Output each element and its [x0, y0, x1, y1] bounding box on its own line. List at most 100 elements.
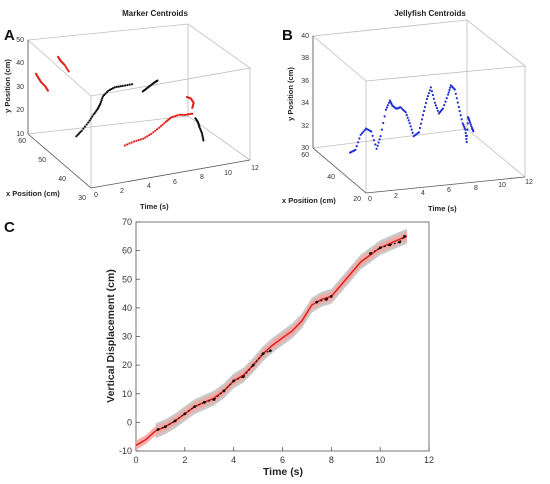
- chart-b-series-0-point: [465, 140, 468, 144]
- chart-a-series-0-point: [117, 85, 120, 88]
- chart-b-series-0-point: [374, 143, 377, 146]
- chart-a-floor-back: [27, 115, 189, 135]
- chart-a-time-tick: 10: [224, 170, 232, 177]
- chart-a-y-label: y Position (cm): [3, 59, 12, 113]
- chart-c-y-ticks: -10 0 10 20 30 40 50 60 70: [119, 217, 140, 456]
- chart-b-time-tick: 6: [447, 187, 451, 194]
- chart-a-series-5-point: [191, 112, 194, 115]
- chart-b-series-0-point: [411, 131, 414, 134]
- chart-a-series-5-point: [184, 113, 187, 116]
- chart-b-x-ticks: 20 40 60: [301, 152, 361, 203]
- chart-a-series-2-point: [201, 132, 204, 135]
- chart-a-y-tick: 30: [16, 84, 24, 91]
- chart-a-series-5-point: [142, 137, 145, 140]
- chart-a-time-tick: 12: [251, 165, 259, 172]
- chart-b-series-0-point: [419, 122, 423, 125]
- chart-b-series-0-point: [399, 106, 402, 109]
- chart-c-series-black-segment: [262, 350, 271, 355]
- chart-a-series-0-point: [103, 93, 106, 97]
- chart-a-series-0-point: [124, 84, 127, 87]
- chart-a-time-axis: [90, 159, 251, 189]
- chart-a-series-3-point: [46, 89, 50, 92]
- chart-a-series-5-point: [189, 112, 192, 115]
- chart-a-series-0-point: [99, 102, 102, 105]
- chart-b-series-0-point: [375, 147, 378, 150]
- chart-b-series-0-point: [453, 88, 456, 91]
- chart-b-series-0-point: [435, 107, 438, 110]
- chart-b-series-0-point: [449, 86, 452, 89]
- chart-b-series-0-point: [470, 125, 473, 128]
- chart-a-series-0-point: [113, 86, 116, 89]
- chart-a-series-4-point: [67, 70, 70, 73]
- chart-a-x-label: x Position (cm): [6, 189, 60, 198]
- chart-b-series-0-point: [405, 113, 408, 117]
- chart-b-series-0-point: [385, 106, 388, 109]
- chart-a-series-5-point: [154, 129, 157, 132]
- chart-a-series-5-point: [123, 144, 126, 147]
- chart-b-floor-right: [466, 128, 526, 178]
- chart-b-series-0-point: [421, 114, 425, 117]
- chart-b-series-0-point: [472, 130, 475, 133]
- chart-b-series-0-point: [428, 89, 431, 92]
- chart-a-series-2-point: [202, 137, 205, 140]
- chart-b-time-tick: 4: [421, 190, 425, 197]
- chart-a-series-0-point: [115, 85, 118, 88]
- chart-c-x-tick-label: 10: [375, 455, 385, 465]
- chart-a-series-5-point: [170, 116, 173, 119]
- chart-b-series-0-point: [404, 111, 407, 114]
- chart-b-series-0-point: [441, 107, 444, 110]
- chart-b-x-tick: 60: [301, 152, 309, 159]
- chart-b-series-0-point: [362, 130, 365, 133]
- chart-b-y-tick: 32: [301, 123, 309, 130]
- chart-b-series-0-point: [459, 114, 462, 117]
- chart-b-series-0-point: [363, 129, 366, 132]
- chart-a-time-ticks: 0 2 4 6 8 10 12: [94, 165, 259, 199]
- chart-b-series-0-point: [469, 123, 472, 126]
- chart-b-series-0-point: [410, 128, 413, 131]
- chart-c-series-black-segment: [157, 426, 166, 431]
- chart-c-lines: [135, 234, 408, 446]
- chart-b-series-0-point: [434, 104, 437, 107]
- chart-a-series-2-point: [199, 127, 202, 130]
- chart-a-series-0-point: [128, 83, 131, 86]
- chart-b-series-0-point: [444, 100, 447, 103]
- chart-a-series-5-point: [161, 123, 164, 126]
- chart-c-series-black-segment: [380, 244, 391, 249]
- chart-c-series-black-segment: [316, 298, 327, 303]
- chart-a-series-0-point: [89, 117, 93, 120]
- chart-a-series-4-point: [64, 65, 67, 68]
- chart-b-series-0-point: [360, 132, 364, 135]
- chart-b-series-0-point: [454, 92, 457, 95]
- chart-c-series-black-segment: [389, 241, 400, 246]
- chart-c-series-black-segment: [399, 235, 406, 243]
- chart-a-series-0-point: [99, 101, 102, 104]
- chart-a-series-5-point: [187, 113, 191, 116]
- chart-b-series-0-point: [455, 97, 458, 100]
- chart-b-series-0-point: [430, 90, 433, 93]
- chart-c-y-tick-label: 30: [122, 332, 132, 342]
- panel-b: B Jellyfish Centroids 0 2 4 6 8 10 12 20…: [282, 9, 533, 213]
- chart-c-y-tick-label: 60: [122, 246, 132, 256]
- chart-a-series-5-point: [172, 115, 175, 118]
- chart-b-series-0-point: [358, 137, 361, 140]
- chart-b-x-tick: 20: [353, 196, 361, 203]
- chart-a-left-wall: [27, 39, 92, 189]
- chart-b-series-0-point: [383, 115, 386, 118]
- chart-b-series-0-point: [436, 109, 439, 112]
- chart-c-series-black-segment: [252, 353, 264, 366]
- chart-a-series-0-point: [76, 133, 79, 136]
- panel-label-b: B: [282, 27, 293, 44]
- chart-c-series-black-point: [403, 234, 406, 238]
- chart-a-series-5-point: [146, 135, 149, 138]
- chart-b-series-0-point: [408, 122, 411, 125]
- chart-a-points: [34, 55, 205, 147]
- chart-b-series-0-point: [372, 139, 375, 142]
- chart-a-series-5-point: [148, 133, 151, 137]
- chart-b-series-0-point: [382, 121, 385, 125]
- chart-a-series-0-point: [91, 115, 94, 118]
- chart-a-series-5-point: [130, 141, 133, 144]
- chart-c-series-black-segment: [233, 376, 244, 382]
- panel-label-c: C: [4, 219, 15, 236]
- chart-b-series-0-point: [443, 104, 446, 107]
- chart-b-series-0-point: [384, 108, 387, 111]
